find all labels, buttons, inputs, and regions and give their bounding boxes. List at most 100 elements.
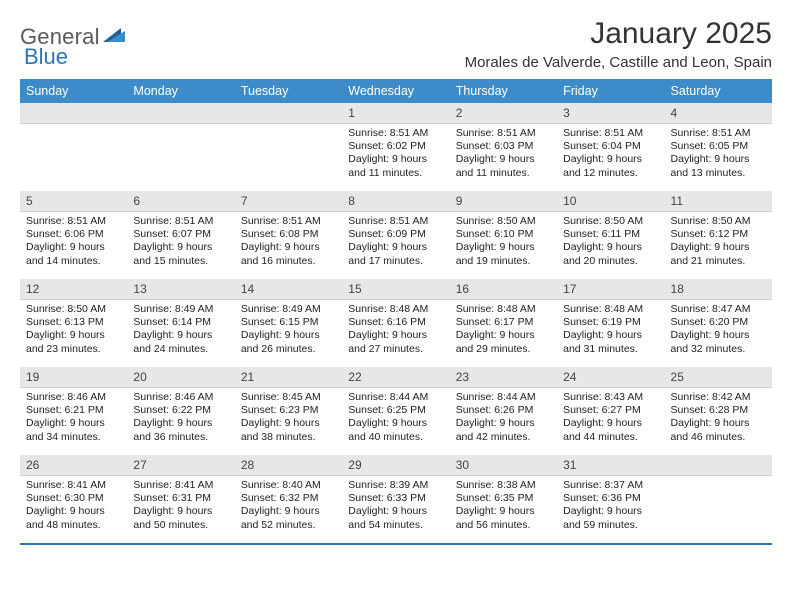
sunset-line: Sunset: 6:32 PM: [241, 492, 336, 505]
sunrise-line: Sunrise: 8:51 AM: [348, 127, 443, 140]
day-body: Sunrise: 8:44 AMSunset: 6:25 PMDaylight:…: [342, 388, 449, 449]
sunset-line: Sunset: 6:03 PM: [456, 140, 551, 153]
day-number: 6: [127, 191, 234, 212]
calendar-day-cell: 19Sunrise: 8:46 AMSunset: 6:21 PMDayligh…: [20, 367, 127, 455]
daylight-line: Daylight: 9 hours and 29 minutes.: [456, 329, 551, 356]
sunset-line: Sunset: 6:36 PM: [563, 492, 658, 505]
daylight-line: Daylight: 9 hours and 56 minutes.: [456, 505, 551, 532]
calendar-day-cell: 16Sunrise: 8:48 AMSunset: 6:17 PMDayligh…: [450, 279, 557, 367]
calendar-day-cell: 21Sunrise: 8:45 AMSunset: 6:23 PMDayligh…: [235, 367, 342, 455]
calendar-day-cell: 28Sunrise: 8:40 AMSunset: 6:32 PMDayligh…: [235, 455, 342, 543]
weekday-header: Monday: [127, 79, 234, 103]
day-body: Sunrise: 8:50 AMSunset: 6:12 PMDaylight:…: [665, 212, 772, 273]
daylight-line: Daylight: 9 hours and 13 minutes.: [671, 153, 766, 180]
calendar-day-cell: 8Sunrise: 8:51 AMSunset: 6:09 PMDaylight…: [342, 191, 449, 279]
sunset-line: Sunset: 6:30 PM: [26, 492, 121, 505]
sunrise-line: Sunrise: 8:44 AM: [348, 391, 443, 404]
day-body: Sunrise: 8:48 AMSunset: 6:17 PMDaylight:…: [450, 300, 557, 361]
sunrise-line: Sunrise: 8:48 AM: [456, 303, 551, 316]
sunset-line: Sunset: 6:19 PM: [563, 316, 658, 329]
calendar-day-cell: [235, 103, 342, 191]
sunrise-line: Sunrise: 8:41 AM: [26, 479, 121, 492]
sunrise-line: Sunrise: 8:44 AM: [456, 391, 551, 404]
day-number: 31: [557, 455, 664, 476]
weekday-header: Thursday: [450, 79, 557, 103]
day-number: 19: [20, 367, 127, 388]
daylight-line: Daylight: 9 hours and 23 minutes.: [26, 329, 121, 356]
daylight-line: Daylight: 9 hours and 59 minutes.: [563, 505, 658, 532]
sunrise-line: Sunrise: 8:38 AM: [456, 479, 551, 492]
daylight-line: Daylight: 9 hours and 54 minutes.: [348, 505, 443, 532]
calendar-day-cell: 23Sunrise: 8:44 AMSunset: 6:26 PMDayligh…: [450, 367, 557, 455]
day-body: Sunrise: 8:46 AMSunset: 6:22 PMDaylight:…: [127, 388, 234, 449]
sunrise-line: Sunrise: 8:45 AM: [241, 391, 336, 404]
day-body: Sunrise: 8:51 AMSunset: 6:08 PMDaylight:…: [235, 212, 342, 273]
day-body: Sunrise: 8:44 AMSunset: 6:26 PMDaylight:…: [450, 388, 557, 449]
day-body: Sunrise: 8:50 AMSunset: 6:13 PMDaylight:…: [20, 300, 127, 361]
weekday-header-row: Sunday Monday Tuesday Wednesday Thursday…: [20, 79, 772, 103]
daylight-line: Daylight: 9 hours and 46 minutes.: [671, 417, 766, 444]
sunrise-line: Sunrise: 8:42 AM: [671, 391, 766, 404]
day-number: 16: [450, 279, 557, 300]
day-body: Sunrise: 8:50 AMSunset: 6:11 PMDaylight:…: [557, 212, 664, 273]
calendar-week-row: 5Sunrise: 8:51 AMSunset: 6:06 PMDaylight…: [20, 191, 772, 279]
sunset-line: Sunset: 6:06 PM: [26, 228, 121, 241]
calendar-day-cell: 1Sunrise: 8:51 AMSunset: 6:02 PMDaylight…: [342, 103, 449, 191]
day-number: 15: [342, 279, 449, 300]
day-number-empty: [235, 103, 342, 124]
day-body: Sunrise: 8:39 AMSunset: 6:33 PMDaylight:…: [342, 476, 449, 537]
daylight-line: Daylight: 9 hours and 27 minutes.: [348, 329, 443, 356]
sunset-line: Sunset: 6:25 PM: [348, 404, 443, 417]
day-number: 9: [450, 191, 557, 212]
sunset-line: Sunset: 6:20 PM: [671, 316, 766, 329]
day-body: Sunrise: 8:46 AMSunset: 6:21 PMDaylight:…: [20, 388, 127, 449]
sunset-line: Sunset: 6:21 PM: [26, 404, 121, 417]
daylight-line: Daylight: 9 hours and 52 minutes.: [241, 505, 336, 532]
sunrise-line: Sunrise: 8:51 AM: [671, 127, 766, 140]
sunset-line: Sunset: 6:23 PM: [241, 404, 336, 417]
sunset-line: Sunset: 6:17 PM: [456, 316, 551, 329]
brand-triangle-icon: [103, 26, 125, 49]
daylight-line: Daylight: 9 hours and 48 minutes.: [26, 505, 121, 532]
daylight-line: Daylight: 9 hours and 36 minutes.: [133, 417, 228, 444]
sunrise-line: Sunrise: 8:49 AM: [133, 303, 228, 316]
weekday-header: Tuesday: [235, 79, 342, 103]
page-title: January 2025: [465, 18, 772, 50]
daylight-line: Daylight: 9 hours and 50 minutes.: [133, 505, 228, 532]
calendar-day-cell: 15Sunrise: 8:48 AMSunset: 6:16 PMDayligh…: [342, 279, 449, 367]
calendar-day-cell: [127, 103, 234, 191]
calendar-day-cell: 10Sunrise: 8:50 AMSunset: 6:11 PMDayligh…: [557, 191, 664, 279]
calendar-day-cell: 17Sunrise: 8:48 AMSunset: 6:19 PMDayligh…: [557, 279, 664, 367]
sunset-line: Sunset: 6:07 PM: [133, 228, 228, 241]
sunset-line: Sunset: 6:02 PM: [348, 140, 443, 153]
sunrise-line: Sunrise: 8:50 AM: [563, 215, 658, 228]
sunset-line: Sunset: 6:28 PM: [671, 404, 766, 417]
calendar-week-row: 1Sunrise: 8:51 AMSunset: 6:02 PMDaylight…: [20, 103, 772, 191]
day-number: 18: [665, 279, 772, 300]
sunset-line: Sunset: 6:09 PM: [348, 228, 443, 241]
day-number-empty: [665, 455, 772, 476]
sunrise-line: Sunrise: 8:46 AM: [26, 391, 121, 404]
calendar-day-cell: 5Sunrise: 8:51 AMSunset: 6:06 PMDaylight…: [20, 191, 127, 279]
sunset-line: Sunset: 6:11 PM: [563, 228, 658, 241]
sunrise-line: Sunrise: 8:48 AM: [563, 303, 658, 316]
calendar-week-row: 19Sunrise: 8:46 AMSunset: 6:21 PMDayligh…: [20, 367, 772, 455]
calendar-day-cell: 13Sunrise: 8:49 AMSunset: 6:14 PMDayligh…: [127, 279, 234, 367]
daylight-line: Daylight: 9 hours and 11 minutes.: [456, 153, 551, 180]
daylight-line: Daylight: 9 hours and 34 minutes.: [26, 417, 121, 444]
day-number: 29: [342, 455, 449, 476]
daylight-line: Daylight: 9 hours and 14 minutes.: [26, 241, 121, 268]
day-number: 30: [450, 455, 557, 476]
calendar-day-cell: [665, 455, 772, 543]
calendar-day-cell: 24Sunrise: 8:43 AMSunset: 6:27 PMDayligh…: [557, 367, 664, 455]
daylight-line: Daylight: 9 hours and 21 minutes.: [671, 241, 766, 268]
calendar-day-cell: 29Sunrise: 8:39 AMSunset: 6:33 PMDayligh…: [342, 455, 449, 543]
day-body: Sunrise: 8:49 AMSunset: 6:14 PMDaylight:…: [127, 300, 234, 361]
calendar-day-cell: 9Sunrise: 8:50 AMSunset: 6:10 PMDaylight…: [450, 191, 557, 279]
day-number-empty: [127, 103, 234, 124]
sunset-line: Sunset: 6:12 PM: [671, 228, 766, 241]
day-body: Sunrise: 8:42 AMSunset: 6:28 PMDaylight:…: [665, 388, 772, 449]
day-body: Sunrise: 8:51 AMSunset: 6:07 PMDaylight:…: [127, 212, 234, 273]
calendar-day-cell: 20Sunrise: 8:46 AMSunset: 6:22 PMDayligh…: [127, 367, 234, 455]
sunset-line: Sunset: 6:05 PM: [671, 140, 766, 153]
